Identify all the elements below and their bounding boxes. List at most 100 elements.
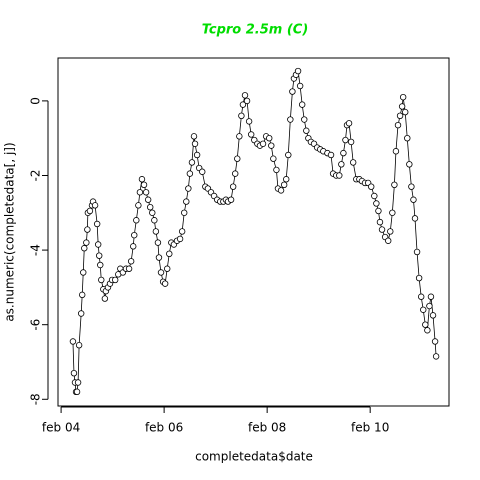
data-point xyxy=(83,239,90,246)
data-point xyxy=(378,226,386,233)
data-point xyxy=(86,207,94,215)
data-point xyxy=(427,293,435,300)
data-point xyxy=(127,258,135,265)
y-tick-label: -8 xyxy=(29,393,43,405)
data-point xyxy=(131,231,138,239)
data-point xyxy=(245,118,253,125)
data-point xyxy=(411,215,419,222)
data-point xyxy=(422,321,429,328)
data-point xyxy=(232,170,239,177)
data-point xyxy=(336,172,343,179)
x-tick-label: feb 08 xyxy=(248,421,286,435)
data-point xyxy=(154,239,162,246)
data-point xyxy=(398,103,406,110)
data-point xyxy=(191,140,199,147)
data-point xyxy=(410,196,417,203)
x-axis-label: completedata$date xyxy=(195,450,313,464)
data-point xyxy=(80,269,87,276)
data-point xyxy=(176,235,184,243)
y-axis-label: as.numeric(completedata[, j]) xyxy=(3,142,17,321)
data-point xyxy=(340,149,347,157)
data-point xyxy=(155,254,163,261)
data-point xyxy=(396,112,404,120)
data-point xyxy=(349,159,357,166)
data-point xyxy=(70,369,78,377)
data-point xyxy=(140,181,148,189)
data-point xyxy=(280,181,288,189)
data-point xyxy=(303,127,310,134)
data-point xyxy=(342,136,349,144)
data-point xyxy=(227,196,235,203)
data-point xyxy=(420,306,427,313)
data-point xyxy=(229,183,237,190)
data-point xyxy=(147,203,154,211)
data-point xyxy=(394,121,402,129)
data-point xyxy=(77,310,85,317)
data-point xyxy=(181,209,188,216)
data-point xyxy=(178,228,186,235)
data-point xyxy=(135,202,142,209)
data-point xyxy=(294,67,302,75)
data-point xyxy=(404,134,411,142)
data-point xyxy=(149,209,156,216)
data-point xyxy=(424,327,431,334)
data-point xyxy=(75,342,83,349)
data-point xyxy=(84,226,91,233)
data-point xyxy=(417,293,425,300)
y-tick-label: -4 xyxy=(29,244,43,256)
data-point xyxy=(138,176,146,183)
data-point xyxy=(268,142,275,149)
data-point xyxy=(296,82,304,90)
data-point xyxy=(277,187,285,194)
data-point xyxy=(73,388,81,396)
data-point xyxy=(273,166,280,174)
data-point xyxy=(429,312,437,319)
data-point xyxy=(387,228,394,235)
data-point xyxy=(133,217,140,224)
data-point xyxy=(368,183,375,190)
data-point xyxy=(406,161,413,168)
data-point xyxy=(259,140,267,147)
data-point xyxy=(183,198,190,205)
data-point xyxy=(347,138,355,146)
data-point xyxy=(91,202,99,209)
data-point xyxy=(266,134,273,142)
data-point xyxy=(96,252,103,259)
data-point xyxy=(298,101,306,108)
data-point xyxy=(101,295,109,302)
data-point xyxy=(415,274,423,282)
data-point xyxy=(392,148,400,155)
data-point xyxy=(432,353,440,360)
data-point xyxy=(391,181,398,189)
data-point xyxy=(94,241,102,248)
x-tick-label: feb 04 xyxy=(42,421,80,435)
data-point xyxy=(238,112,245,120)
data-point xyxy=(287,116,294,123)
data-point xyxy=(389,209,396,216)
y-tick-label: -2 xyxy=(29,170,43,182)
data-point xyxy=(190,133,198,140)
data-point xyxy=(164,265,171,272)
data-point xyxy=(234,155,241,162)
data-point xyxy=(152,228,160,235)
plot-box xyxy=(57,57,450,407)
data-point xyxy=(413,248,421,256)
data-point xyxy=(193,151,201,159)
data-point xyxy=(188,159,196,166)
data-point xyxy=(111,276,119,284)
data-point xyxy=(142,189,150,196)
data-point xyxy=(399,93,407,101)
data-point xyxy=(402,108,409,116)
data-point xyxy=(270,155,277,162)
data-point xyxy=(371,192,378,200)
data-point xyxy=(157,269,165,276)
x-tick-label: feb 10 xyxy=(351,421,389,435)
data-point xyxy=(97,261,104,269)
data-point xyxy=(243,97,251,105)
data-point xyxy=(301,116,308,123)
y-tick-label: -6 xyxy=(29,319,43,331)
data-point xyxy=(327,151,335,159)
data-point xyxy=(151,217,158,224)
